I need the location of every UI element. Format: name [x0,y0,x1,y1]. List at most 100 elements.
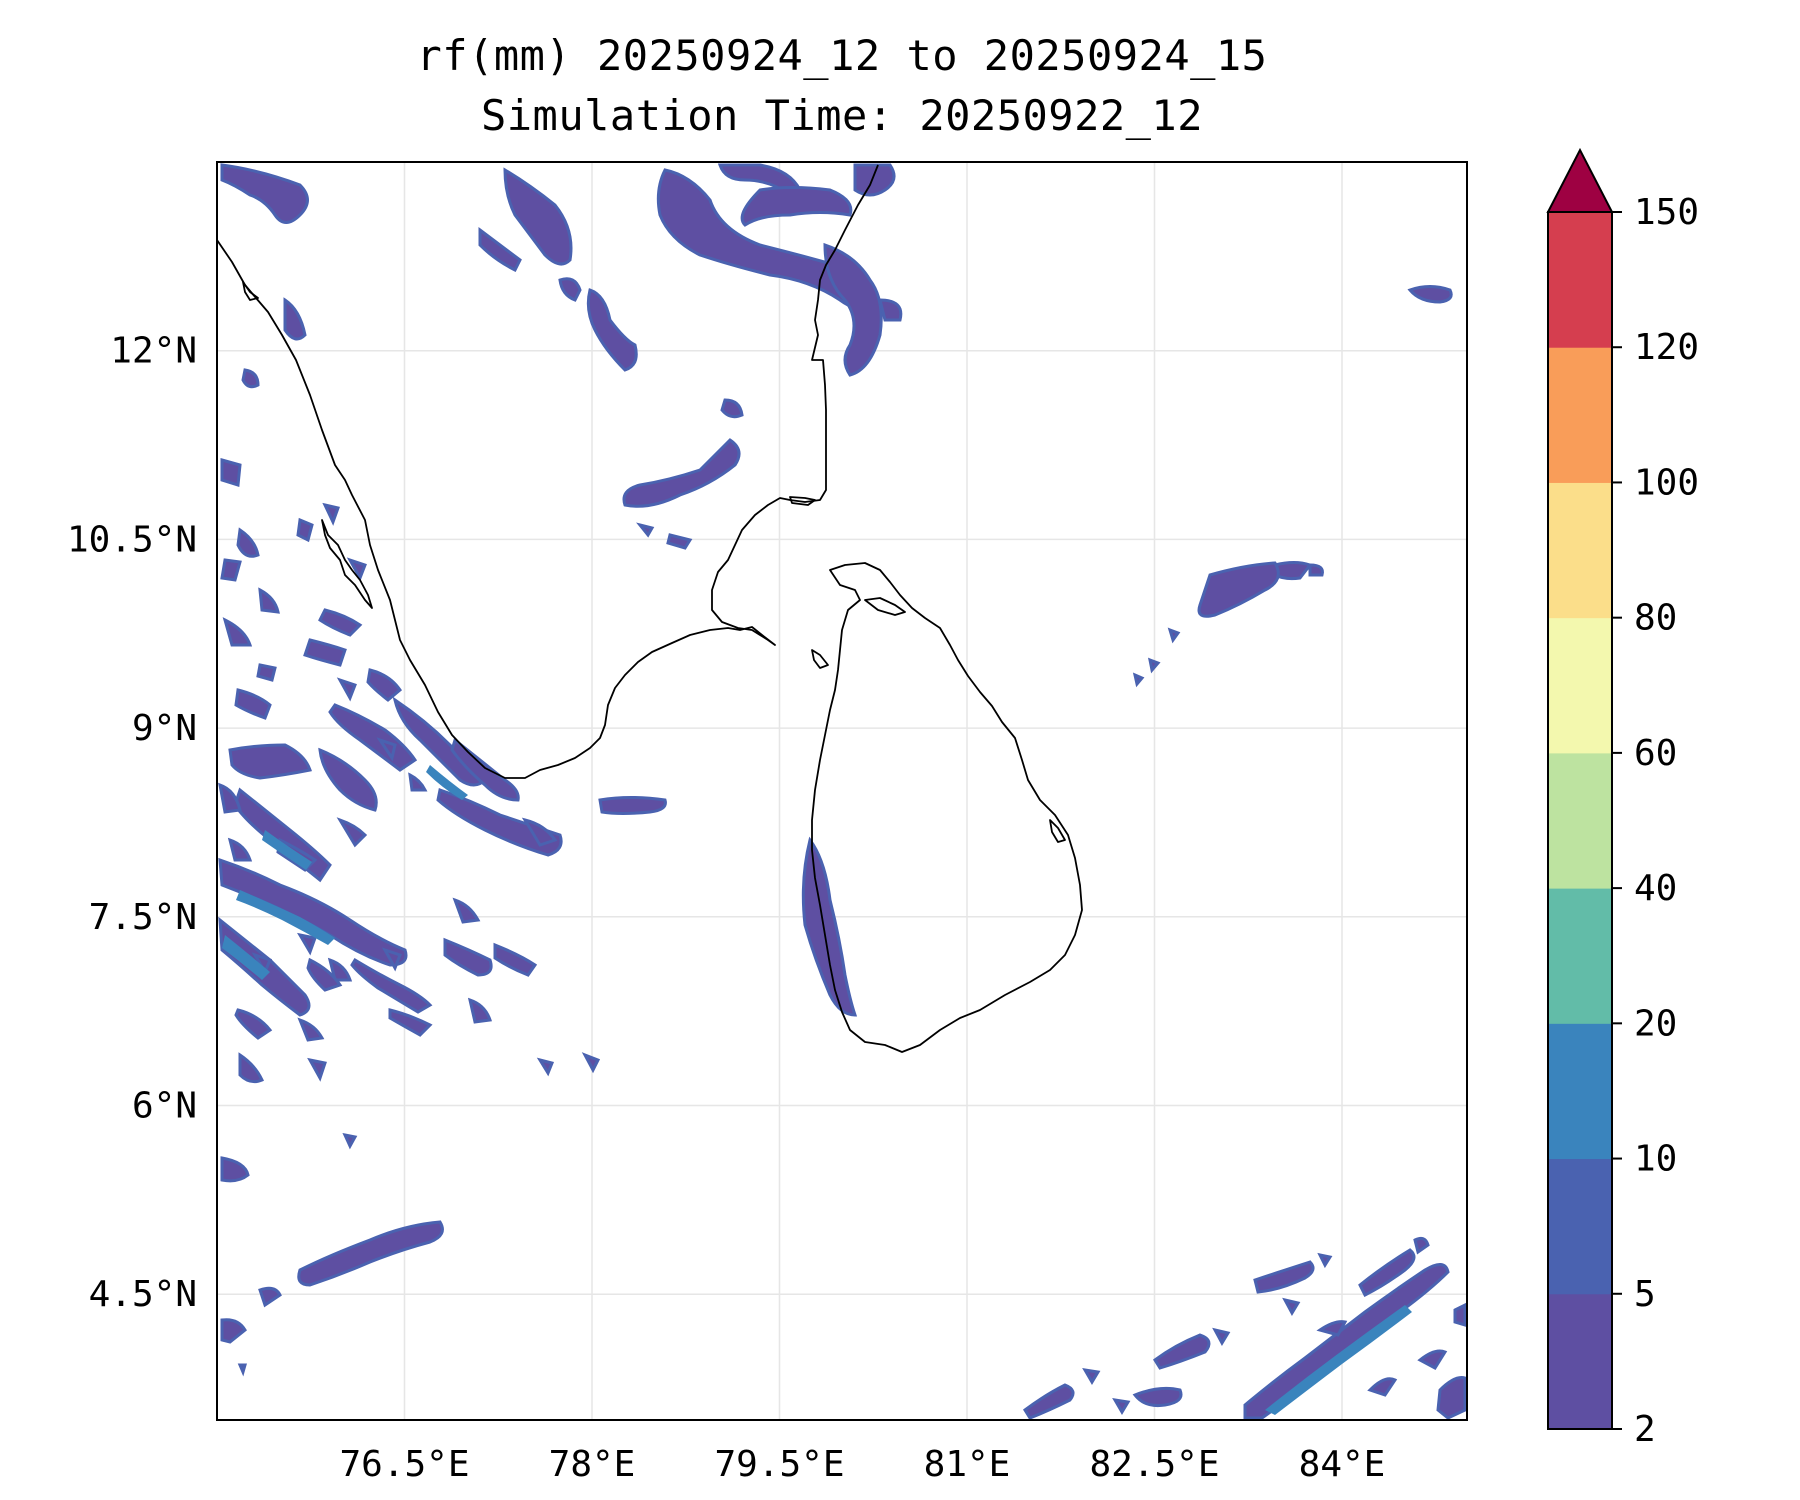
rain-patch [327,957,353,982]
colorbar-tick-label: 80 [1634,598,1677,639]
rain-patch [1147,657,1161,674]
rain-patch [318,608,363,637]
rain-patch [227,837,253,862]
rain-patch [336,817,368,848]
rain-patch [598,796,667,815]
lon-tick-label: 76.5°E [339,1444,469,1485]
rain-patch [503,167,573,266]
rain-core [1265,1305,1412,1415]
colorbar-tick-label: 5 [1634,1274,1656,1315]
rain-patch [558,277,582,302]
rain-core [262,830,312,870]
sri-lanka-coastline [811,562,1083,1053]
rain-patch [297,932,317,956]
rain-patch [241,368,260,389]
rain-patch [1022,1383,1075,1420]
rain-patch [1316,1320,1348,1337]
rain-patch [1407,285,1453,304]
rain-patch [220,558,242,582]
rain-patch [636,522,655,538]
rainfall-patches-light [218,163,1467,1420]
rain-patch [346,557,367,582]
lat-tick-label: 12°N [110,331,197,372]
rain-patch [1212,1327,1231,1347]
rain-patch [436,788,563,857]
rain-patch [1282,1297,1301,1317]
rain-patch [258,587,280,614]
rain-patch [1197,561,1280,618]
rain-patch [283,297,307,341]
rain-patch [297,1017,325,1042]
lon-tick-label: 81°E [924,1444,1011,1485]
rain-patch [366,668,402,702]
chart-title-line1: rf(mm) 20250924_12 to 20250924_15 [416,31,1268,80]
colorbar-tick-label: 120 [1634,327,1699,368]
rain-patch [1273,561,1313,581]
rain-patch [322,502,340,526]
rain-patch [1436,1376,1467,1420]
rain-patch [220,1318,247,1344]
lat-tick-label: 10.5°N [67,519,197,560]
rain-patch [228,743,312,780]
rain-patch [1152,1333,1211,1370]
india-coast-lagoon [321,519,373,609]
lon-tick-label: 79.5°E [714,1444,844,1485]
rain-patch [1413,1236,1430,1255]
rain-patch [1358,1248,1416,1298]
rain-patch [666,533,693,550]
rain-patch [1082,1368,1101,1385]
colorbar-tick-label: 2 [1634,1409,1656,1450]
rain-patch [336,677,357,702]
colorbar-segment [1548,347,1612,483]
lon-tick-label: 84°E [1299,1444,1386,1485]
rain-patch [220,1156,250,1183]
rain-patch [1167,627,1181,644]
rain-core [222,935,270,980]
rain-patch [452,897,481,924]
colorbar-tick-label: 100 [1634,462,1699,503]
lon-tick-label: 78°E [549,1444,636,1485]
palk-strait-island [789,496,816,506]
colorbar-segment [1548,1158,1612,1295]
rain-patch [878,298,903,322]
india-coastline [217,164,879,779]
rain-patch [251,952,273,976]
rain-patch [388,1008,433,1037]
lat-tick-label: 7.5°N [89,897,197,938]
colorbar-segment [1548,752,1612,889]
rain-patch [467,997,492,1024]
rain-patch [443,937,493,977]
colorbar-tick-label: 20 [1634,1003,1677,1044]
colorbar-tick-label: 150 [1634,192,1699,233]
rain-patch [740,186,853,227]
rain-core [236,890,335,945]
rain-patch [297,1220,444,1287]
rain-patch [581,1052,601,1074]
lat-tick-label: 6°N [132,1086,197,1127]
rain-patch [258,1286,282,1308]
rain-patch [237,1363,247,1377]
colorbar-segment [1548,212,1612,348]
rain-patch [236,527,260,558]
map-frame [216,161,1468,1421]
rain-patch [1132,672,1145,688]
rain-patch [381,947,402,972]
rainfall-layer [218,163,1467,1420]
rain-patch [853,163,896,197]
rain-patch [234,688,272,720]
lat-tick-label: 4.5°N [89,1274,197,1315]
colorbar-frame [1547,211,1613,1430]
colorbar-tick-label: 60 [1634,733,1677,774]
rain-patch [493,942,538,977]
colorbar-tick-label: 40 [1634,868,1677,909]
colorbar-segment [1548,1023,1612,1160]
rain-patch [450,737,520,802]
rain-patch [238,1052,265,1084]
rain-patch [1453,1302,1467,1328]
coastline [217,164,1083,1053]
rain-core [426,765,468,800]
rain-patch [296,517,314,543]
rain-patch [1308,563,1324,577]
lat-tick-label: 9°N [132,708,197,749]
